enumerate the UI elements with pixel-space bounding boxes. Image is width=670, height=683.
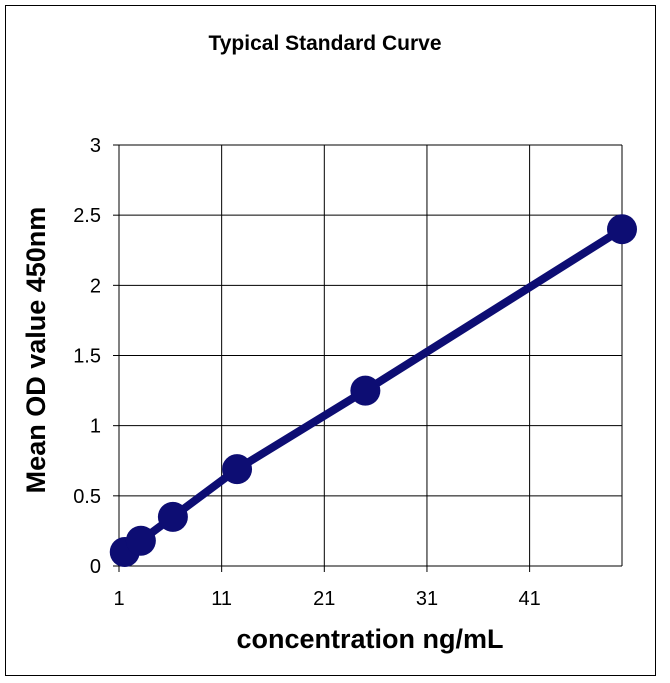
y-tick-label: 1.5 — [73, 346, 101, 368]
x-tick-label: 11 — [211, 588, 232, 610]
y-tick-label: 1 — [90, 416, 101, 438]
y-tick-label: 3 — [90, 135, 101, 157]
data-point — [222, 454, 253, 485]
x-tick-label: 1 — [113, 588, 124, 610]
y-axis-title: Mean OD value 450nm — [21, 207, 51, 494]
data-point — [350, 375, 381, 406]
chart-frame — [5, 5, 656, 676]
data-point — [157, 501, 188, 532]
data-point — [607, 214, 637, 245]
x-tick-label: 31 — [416, 588, 438, 610]
tick-labels: 00.511.522.531 11 21 31 41 — [73, 135, 541, 610]
grid-lines — [113, 144, 623, 572]
x-axis-title: concentration ng/mL — [236, 624, 503, 654]
y-tick-label: 0.5 — [73, 486, 101, 508]
data-point — [125, 525, 156, 556]
x-tick-label: 41 — [518, 588, 540, 610]
chart-title: Typical Standard Curve — [208, 32, 441, 55]
y-tick-label: 2.5 — [73, 205, 101, 227]
x-tick-label: 21 — [313, 588, 335, 610]
y-tick-label: 0 — [90, 556, 101, 578]
data-series — [109, 214, 637, 567]
y-tick-label: 2 — [90, 275, 101, 297]
